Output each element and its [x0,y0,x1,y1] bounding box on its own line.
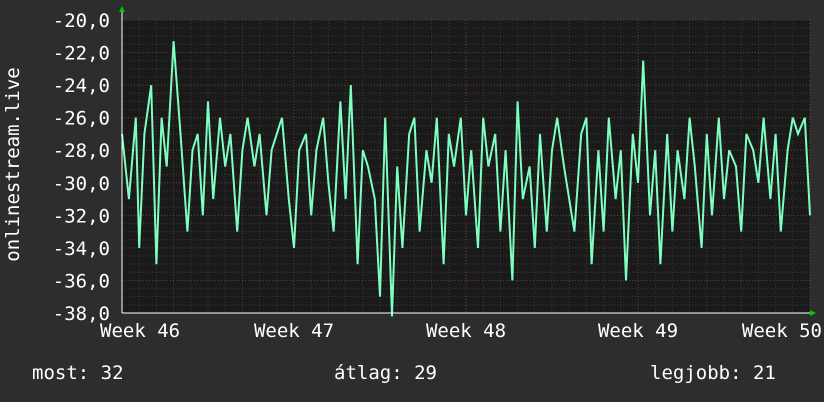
y-tick-label: -38,0 [53,303,110,325]
stat-best-value: 21 [752,362,776,384]
x-tick-label: Week 46 [100,320,180,342]
y-tick-label: -26,0 [53,108,110,130]
y-tick-label: -22,0 [53,43,110,65]
x-tick-label: Week 49 [598,320,678,342]
stat-average-value: 29 [414,362,437,384]
stat-current: most: 32 [32,362,124,384]
y-tick-label: -34,0 [53,238,110,260]
y-tick-label: -36,0 [53,270,110,292]
axes [119,6,816,316]
stat-average-label: átlag: [334,362,403,384]
x-tick-label: Week 48 [426,320,506,342]
y-tick-label: -32,0 [53,205,110,227]
y-tick-label: -24,0 [53,75,110,97]
y-axis-ticks: -20,0 -22,0 -24,0 -26,0 -28,0 -30,0 -32,0 -34,0… [53,10,110,325]
x-tick-label: Week 47 [254,320,334,342]
y-axis-arrow-icon [119,6,125,12]
stat-best: legjobb: 21 [650,362,776,384]
y-axis-label: onlinestream.live [2,67,24,261]
x-tick-label: Week 50 [742,320,822,342]
y-tick-label: -30,0 [53,173,110,195]
y-tick-label: -28,0 [53,140,110,162]
stat-average: átlag: 29 [334,362,437,384]
stat-current-label: most: [32,362,90,384]
stat-current-value: 32 [100,362,124,384]
x-axis-ticks: Week 46 Week 47 Week 48 Week 49 Week 50 [100,320,822,342]
y-tick-label: -20,0 [53,10,110,32]
series-line [121,41,811,317]
stat-best-label: legjobb: [650,362,742,384]
x-axis-arrow-icon [810,310,816,316]
